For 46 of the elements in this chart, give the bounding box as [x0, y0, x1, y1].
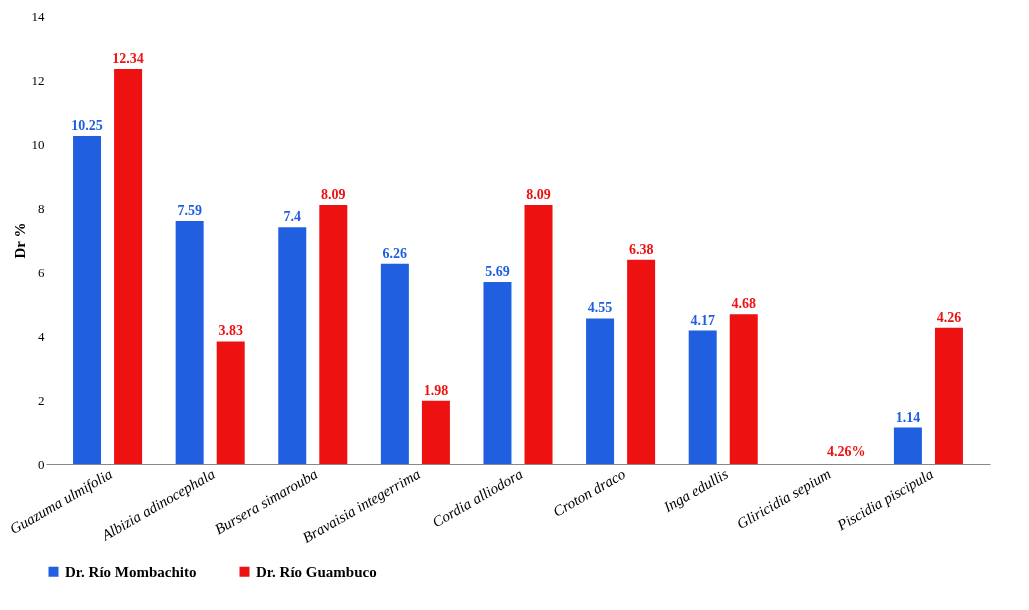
data-label: 3.83 — [218, 323, 243, 339]
y-tick-label: 14 — [31, 8, 45, 24]
data-label: 8.09 — [321, 187, 346, 203]
x-tick-label: Croton draco — [550, 465, 629, 520]
y-tick-label: 2 — [38, 392, 45, 408]
data-label: 10.25 — [71, 118, 103, 133]
bar — [893, 427, 922, 464]
bar — [627, 259, 656, 464]
bar — [278, 227, 307, 464]
y-tick-label: 10 — [31, 136, 45, 152]
data-label: 6.38 — [628, 241, 654, 257]
bar — [175, 221, 204, 464]
data-label: 4.55 — [587, 300, 613, 316]
bar — [380, 263, 409, 464]
annotation: 4.26% — [827, 444, 866, 459]
bar — [729, 314, 758, 464]
bar — [934, 327, 963, 464]
bar — [421, 400, 450, 464]
data-label: 4.17 — [690, 312, 715, 328]
bar — [73, 136, 102, 464]
legend-label: Dr. Río Guambuco — [256, 563, 377, 580]
data-label: 1.98 — [423, 382, 449, 398]
y-tick-label: 12 — [31, 72, 45, 88]
y-tick-label: 0 — [38, 456, 45, 472]
x-tick-label: Inga edullis — [660, 465, 731, 516]
data-label: 4.26 — [936, 309, 962, 325]
bar — [688, 330, 717, 464]
y-axis-title: Dr % — [11, 222, 28, 259]
bar — [216, 341, 245, 464]
legend-label: Dr. Río Mombachito — [65, 563, 197, 580]
data-label: 7.59 — [177, 203, 202, 219]
y-tick-label: 8 — [38, 200, 45, 216]
bar — [114, 69, 143, 464]
bar — [586, 318, 615, 464]
bar — [319, 205, 348, 464]
bar — [483, 281, 512, 464]
data-label: 8.09 — [526, 187, 551, 203]
data-label: 6.26 — [382, 245, 408, 261]
y-tick-label: 4 — [38, 328, 45, 344]
data-label: 1.14 — [895, 409, 921, 425]
data-label: 12.34 — [112, 51, 144, 67]
bar — [524, 205, 553, 464]
data-label: 5.69 — [485, 263, 510, 279]
y-tick-label: 6 — [38, 264, 45, 280]
data-label: 4.68 — [731, 296, 756, 312]
data-label: 7.4 — [283, 209, 302, 225]
